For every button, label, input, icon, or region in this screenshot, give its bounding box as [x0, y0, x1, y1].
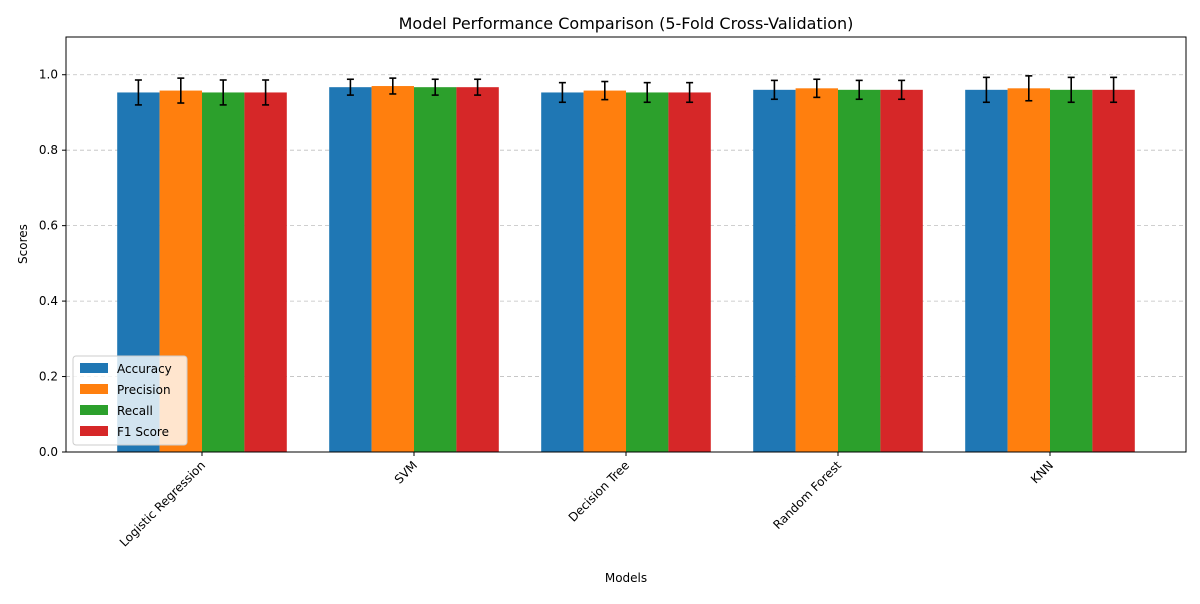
error-bar [474, 78, 482, 96]
error-bar [262, 79, 270, 106]
error-bar [855, 79, 863, 101]
bar-f1-score [244, 92, 287, 452]
x-tick-label: Decision Tree [566, 458, 632, 524]
bar-f1-score [880, 89, 923, 453]
legend-swatch [80, 384, 108, 394]
bar-recall [202, 92, 245, 452]
x-tick-label: SVM [392, 458, 420, 486]
error-bar [1067, 76, 1075, 104]
error-bar [898, 79, 906, 101]
bars [117, 86, 1135, 453]
legend-swatch [80, 405, 108, 415]
error-bar [219, 79, 227, 106]
error-bar [1110, 76, 1118, 104]
y-tick-label: 0.0 [39, 445, 58, 459]
legend-swatch [80, 426, 108, 436]
x-tick-label: Logistic Regression [117, 458, 208, 549]
bar-recall [838, 89, 881, 453]
bar-precision [1007, 88, 1050, 453]
y-tick-label: 1.0 [39, 68, 58, 82]
error-bar [601, 80, 609, 101]
error-bar [177, 77, 185, 104]
x-axis-label: Models [605, 571, 647, 585]
error-bar [770, 79, 778, 101]
bar-accuracy [541, 92, 584, 452]
error-bar [346, 78, 354, 96]
bar-f1-score [456, 87, 499, 452]
y-tick-label: 0.4 [39, 294, 58, 308]
error-bar [431, 78, 439, 96]
error-bar [686, 81, 694, 104]
x-axis-ticks: Logistic Regression SVM Decision Tree Rando… [117, 452, 1056, 550]
bar-f1-score [1092, 89, 1135, 453]
error-bar [558, 81, 566, 104]
y-tick-label: 0.8 [39, 143, 58, 157]
x-tick-label: KNN [1028, 458, 1056, 486]
legend-label: F1 Score [117, 425, 169, 439]
bar-accuracy [753, 89, 796, 453]
bar-accuracy [965, 89, 1008, 453]
bar-precision [583, 90, 626, 452]
bar-recall [414, 87, 457, 452]
legend-swatch [80, 363, 108, 373]
error-bar [982, 76, 990, 104]
legend-label: Precision [117, 383, 171, 397]
error-bar [389, 77, 397, 95]
legend-label: Recall [117, 404, 153, 418]
y-axis-ticks: 0.0 0.2 0.4 0.6 0.8 1.0 [39, 68, 66, 459]
y-axis-label: Scores [16, 224, 30, 264]
legend-box [72, 355, 188, 446]
bar-recall [626, 92, 669, 452]
error-bar [134, 79, 142, 106]
error-bar [1025, 75, 1033, 102]
x-tick-label: Random Forest [770, 458, 844, 532]
chart-title: Model Performance Comparison (5-Fold Cro… [399, 14, 854, 33]
bar-precision [795, 88, 838, 453]
legend-label: Accuracy [117, 362, 172, 376]
bar-f1-score [668, 92, 711, 452]
error-bar [643, 81, 651, 104]
bar-recall [1050, 89, 1093, 453]
legend: Accuracy Precision Recall F1 Score [72, 355, 188, 446]
bar-accuracy [329, 87, 372, 452]
bar-precision [371, 86, 414, 452]
y-tick-label: 0.2 [39, 370, 58, 384]
y-tick-label: 0.6 [39, 219, 58, 233]
error-bar [813, 78, 821, 99]
error-bars [134, 75, 1118, 106]
